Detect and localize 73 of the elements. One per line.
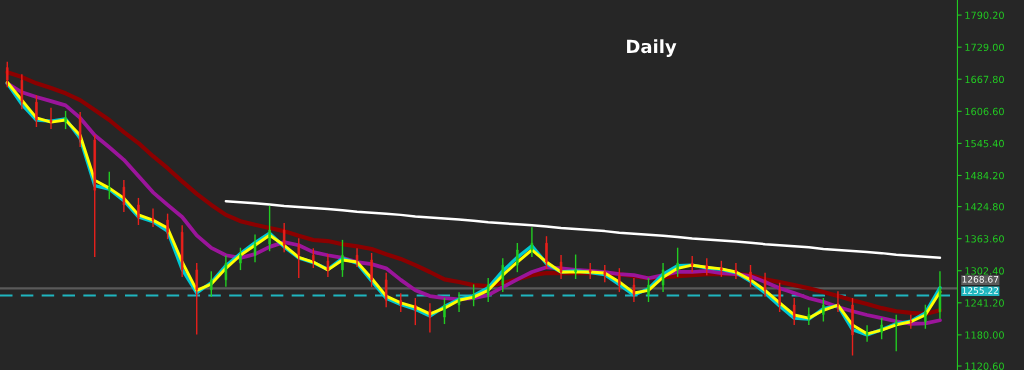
candlestick <box>895 314 898 352</box>
candlestick <box>341 239 344 277</box>
candlestick <box>530 227 534 257</box>
y-tick-label: 1302.40 <box>965 267 1004 275</box>
candlestick <box>384 272 388 308</box>
candlestick <box>312 248 315 268</box>
candlestick <box>632 278 636 303</box>
y-tick-label: 1241.20 <box>965 299 1004 307</box>
candlestick <box>6 61 9 88</box>
y-tick-label: 1363.60 <box>965 235 1004 243</box>
candlestick <box>574 254 577 279</box>
y-tick-label: 1790.20 <box>965 11 1004 19</box>
candlestick <box>909 314 913 329</box>
candlestick <box>108 171 111 200</box>
candlestick <box>151 208 155 228</box>
y-tick-label: 1729.00 <box>965 43 1004 51</box>
candlestick <box>618 268 621 293</box>
candlestick <box>122 180 126 212</box>
candlestick <box>326 254 330 277</box>
candlestick <box>355 248 359 267</box>
candlestick <box>224 255 228 287</box>
candlestick <box>822 298 825 322</box>
y-tick-label: 1667.80 <box>965 75 1004 84</box>
candlestick <box>137 197 140 226</box>
candlestick <box>414 298 417 326</box>
candlestick <box>239 247 242 271</box>
y-tick-label: 1484.20 <box>965 171 1004 180</box>
y-tick-label: 1606.60 <box>965 107 1004 116</box>
candlestick <box>793 298 796 326</box>
candlestick <box>486 278 490 303</box>
y-tick-label: 1120.60 <box>965 362 1004 370</box>
y-tick-label: 1545.40 <box>965 139 1004 148</box>
candlestick <box>763 272 767 297</box>
candlestick <box>78 111 82 147</box>
candlestick <box>35 95 38 127</box>
ref-line-label: 1268.67 <box>962 275 999 283</box>
candlestick <box>836 291 840 312</box>
candlestick <box>443 298 446 325</box>
candlestick <box>734 262 738 279</box>
candlestick <box>64 110 67 130</box>
candlestick <box>720 260 723 277</box>
candlestick <box>778 282 781 312</box>
candlestick <box>457 292 461 312</box>
y-tick-label: 1180.00 <box>965 331 1004 339</box>
candlestick <box>253 234 257 263</box>
candlestick <box>865 325 869 342</box>
candlestick <box>647 278 650 303</box>
candlestick <box>49 107 53 130</box>
candlestick <box>472 284 475 307</box>
candlestick <box>851 298 854 356</box>
candlestick <box>880 317 883 340</box>
candlestick <box>749 265 752 287</box>
text: Daily <box>627 39 677 57</box>
candlestick <box>282 223 286 253</box>
candlestick <box>20 74 24 110</box>
candlestick <box>545 236 548 270</box>
candlestick <box>676 247 679 277</box>
candlestick <box>210 271 213 297</box>
candlestick <box>559 255 563 279</box>
candlestick <box>924 304 927 329</box>
candlestick <box>516 243 519 273</box>
candlestick <box>370 252 373 287</box>
candlestick <box>501 258 504 293</box>
ref-line-label: 1255.22 <box>962 287 999 294</box>
candlestick <box>428 303 432 333</box>
candlestick <box>661 262 665 293</box>
candlestick <box>166 213 169 240</box>
candlestick <box>938 271 942 319</box>
candlestick <box>195 262 198 335</box>
y-tick-label: 1424.80 <box>965 203 1004 211</box>
candlestick <box>268 205 271 252</box>
candlestick <box>297 238 300 278</box>
line-series <box>224 200 942 260</box>
